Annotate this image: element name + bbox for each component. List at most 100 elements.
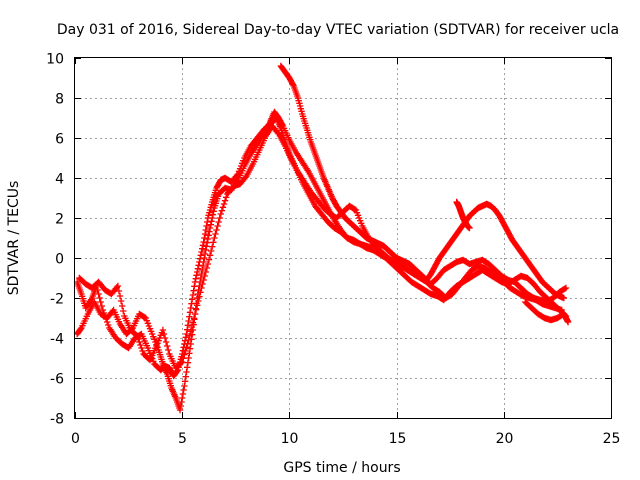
series-track-5 bbox=[453, 198, 473, 232]
data-point bbox=[189, 296, 196, 303]
data-point bbox=[202, 268, 209, 276]
data-point bbox=[113, 284, 121, 291]
data-point bbox=[203, 222, 210, 230]
data-point bbox=[77, 325, 84, 333]
y-tick-label: -6 bbox=[50, 372, 64, 388]
data-point bbox=[210, 208, 217, 215]
data-point bbox=[197, 252, 204, 259]
data-point bbox=[118, 302, 126, 310]
data-point bbox=[209, 243, 216, 250]
data-point bbox=[189, 319, 197, 326]
data-point bbox=[186, 313, 193, 320]
data-point bbox=[564, 318, 572, 326]
data-point bbox=[161, 334, 169, 342]
data-point bbox=[206, 252, 214, 259]
data-point bbox=[210, 239, 217, 246]
data-point bbox=[206, 224, 214, 232]
data-point bbox=[184, 364, 191, 371]
data-point bbox=[194, 302, 201, 309]
data-point bbox=[199, 266, 206, 274]
y-tick-label: 2 bbox=[55, 212, 64, 228]
data-point bbox=[199, 242, 207, 249]
data-point bbox=[184, 359, 192, 366]
data-point bbox=[204, 239, 211, 246]
data-point bbox=[199, 262, 207, 270]
data-point bbox=[185, 354, 192, 362]
data-point bbox=[183, 344, 190, 351]
data-point bbox=[94, 286, 101, 294]
data-point bbox=[201, 250, 209, 258]
data-point bbox=[215, 218, 222, 226]
chart-title: Day 031 of 2016, Sidereal Day-to-day VTE… bbox=[57, 22, 619, 38]
x-axis-title: GPS time / hours bbox=[283, 460, 400, 476]
data-point bbox=[184, 326, 191, 333]
data-point bbox=[188, 323, 196, 331]
data-point bbox=[98, 302, 105, 310]
data-point bbox=[197, 289, 204, 296]
data-point bbox=[178, 398, 185, 406]
data-point bbox=[466, 224, 473, 232]
data-point bbox=[187, 328, 194, 335]
data-point bbox=[207, 247, 215, 255]
data-point bbox=[205, 232, 212, 239]
series-track-6 bbox=[522, 298, 572, 326]
data-point bbox=[200, 276, 207, 284]
data-point bbox=[177, 402, 184, 410]
y-tick-label: -2 bbox=[50, 292, 64, 308]
data-point bbox=[159, 326, 167, 334]
data-point bbox=[189, 291, 197, 299]
data-point bbox=[201, 234, 208, 242]
data-point bbox=[209, 214, 216, 222]
data-point bbox=[219, 204, 227, 211]
x-tick-label: 25 bbox=[603, 431, 621, 447]
data-point bbox=[177, 359, 185, 367]
data-point bbox=[132, 331, 140, 339]
plot-frame bbox=[74, 57, 612, 419]
data-point bbox=[279, 121, 286, 128]
data-point bbox=[194, 265, 202, 272]
data-point bbox=[184, 322, 192, 329]
data-point bbox=[195, 297, 202, 305]
data-point bbox=[183, 368, 190, 376]
data-point bbox=[185, 317, 192, 325]
data-point bbox=[188, 336, 195, 343]
data-point bbox=[562, 284, 570, 292]
data-point bbox=[179, 394, 186, 402]
data-point bbox=[203, 243, 210, 250]
data-point bbox=[203, 264, 211, 272]
y-axis-title: SDTVAR / TECUs bbox=[6, 181, 22, 296]
y-tick-label: -8 bbox=[50, 412, 64, 428]
data-point bbox=[185, 336, 192, 344]
data-point bbox=[186, 350, 193, 357]
data-point bbox=[135, 335, 142, 343]
data-point bbox=[186, 309, 194, 316]
y-tick-label: -4 bbox=[50, 332, 64, 348]
data-point bbox=[187, 304, 194, 312]
data-point bbox=[194, 268, 201, 276]
y-tick-label: 0 bbox=[55, 252, 64, 268]
data-point bbox=[204, 260, 212, 268]
data-point bbox=[198, 248, 205, 256]
data-point bbox=[96, 294, 103, 302]
data-point bbox=[208, 218, 215, 225]
data-point bbox=[180, 386, 187, 394]
data-point bbox=[138, 344, 145, 352]
data-point bbox=[220, 200, 228, 208]
data-point bbox=[196, 293, 203, 300]
data-point bbox=[116, 292, 124, 300]
data-marks bbox=[73, 62, 572, 414]
data-point bbox=[181, 378, 189, 385]
data-point bbox=[202, 226, 209, 234]
data-point bbox=[199, 280, 206, 288]
data-point bbox=[216, 214, 223, 222]
data-point bbox=[202, 246, 209, 254]
x-tick-label: 10 bbox=[281, 431, 299, 447]
data-point bbox=[163, 342, 171, 350]
x-tick-label: 20 bbox=[496, 431, 514, 447]
data-point bbox=[184, 340, 191, 347]
data-point bbox=[181, 351, 188, 358]
data-point bbox=[200, 238, 207, 246]
data-point bbox=[181, 382, 188, 390]
data-point bbox=[120, 307, 127, 315]
